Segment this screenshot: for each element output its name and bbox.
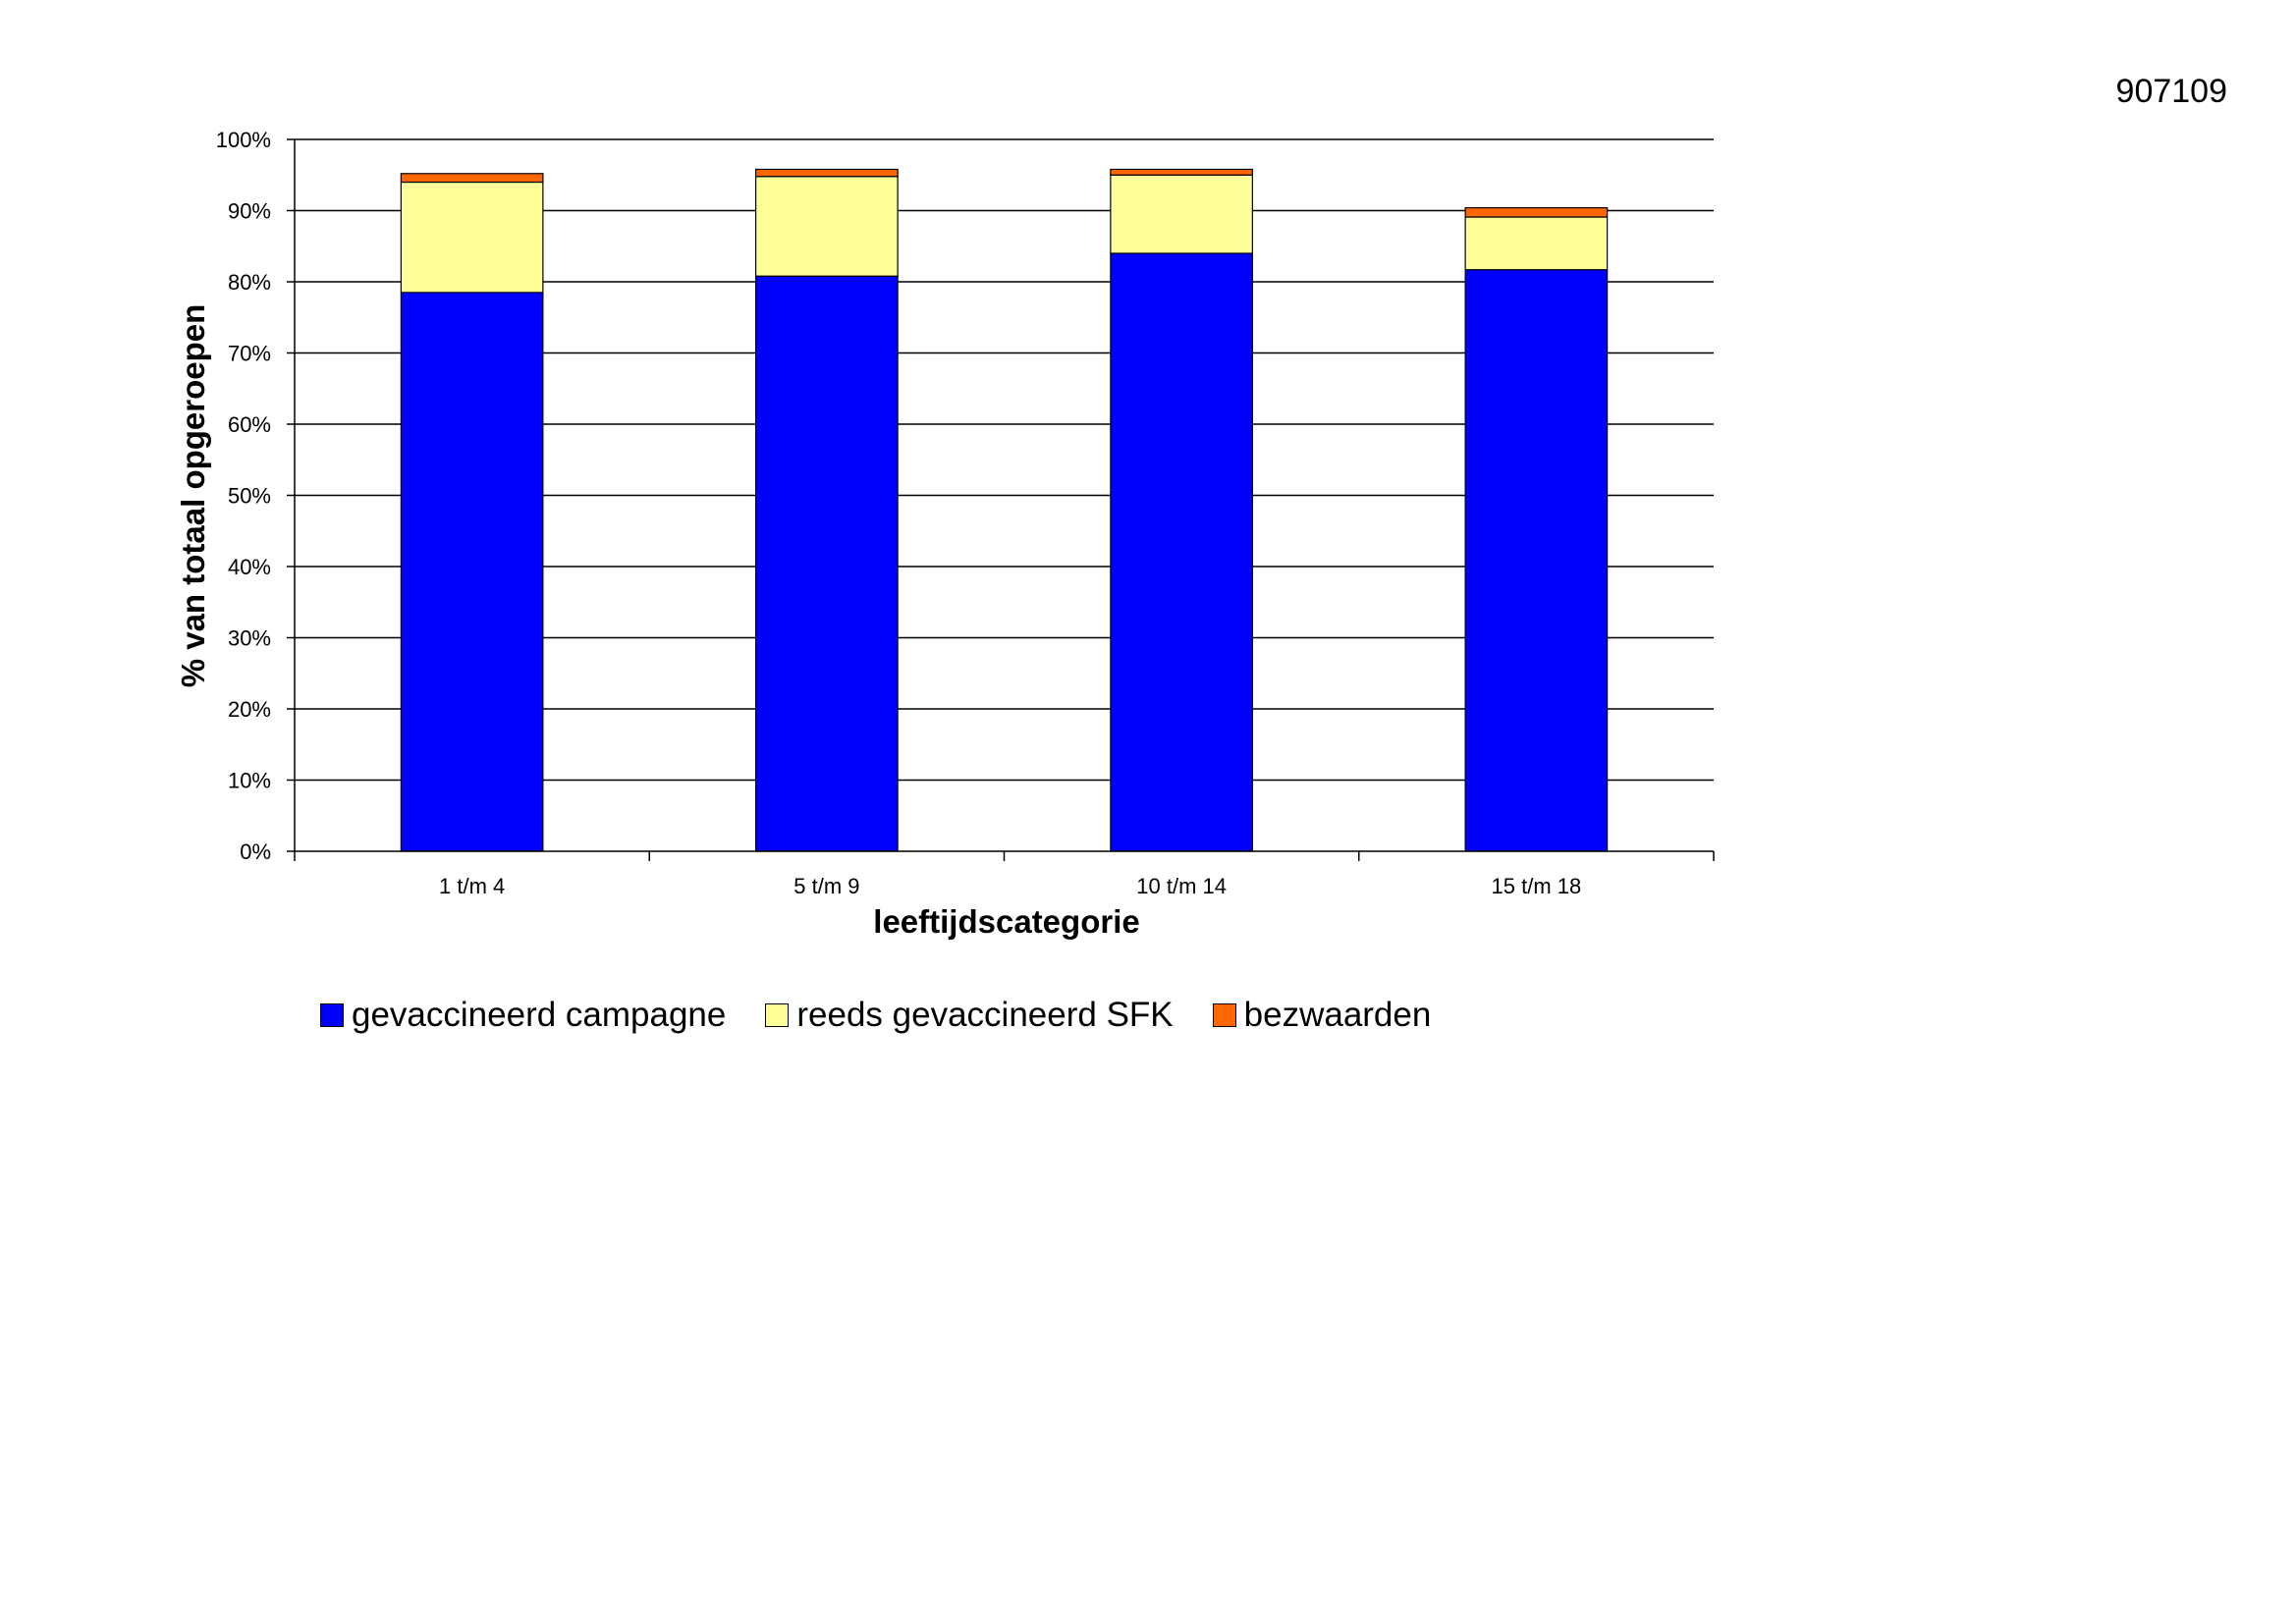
x-category-label: 15 t/m 18 — [1492, 874, 1582, 898]
bar-segment-gevaccineerd-campagne — [1110, 252, 1253, 852]
bar-segment-bezwaarden — [755, 168, 899, 178]
axes — [287, 138, 1715, 861]
y-tick-label: 30% — [228, 626, 271, 651]
y-tick-label: 90% — [228, 199, 271, 224]
legend-label: bezwaarden — [1243, 996, 1432, 1034]
x-category-label: 10 t/m 14 — [1136, 874, 1227, 898]
bar-segment-bezwaarden — [1110, 168, 1253, 176]
legend-item: reeds gevaccineerd SFK — [765, 996, 1174, 1035]
document-id: 907109 — [2115, 73, 2227, 110]
x-category-label: 1 t/m 4 — [439, 874, 505, 898]
legend-label: reeds gevaccineerd SFK — [796, 996, 1174, 1034]
bar-segment-gevaccineerd-campagne — [400, 292, 544, 852]
y-tick-label: 50% — [228, 484, 271, 509]
legend-item: bezwaarden — [1212, 996, 1432, 1035]
legend-swatch — [1212, 1003, 1236, 1027]
x-category-labels: 1 t/m 4 5 t/m 9 10 t/m 14 15 t/m 18 — [439, 874, 1581, 898]
legend-swatch — [320, 1003, 344, 1027]
y-tick-labels: 0% 10% 20% 30% 40% 50% 60% 70% 80% 90% 100% — [216, 128, 271, 864]
y-tick-label: 10% — [228, 769, 271, 793]
bar-segment-reeds-gevaccineerd-SFK — [1110, 174, 1253, 254]
legend-item: gevaccineerd campagne — [320, 996, 726, 1035]
x-axis-title: leeftijdscategorie — [873, 903, 1139, 940]
y-tick-label: 20% — [228, 697, 271, 722]
y-tick-label: 40% — [228, 555, 271, 579]
legend: gevaccineerd campagne reeds gevaccineerd … — [320, 996, 1470, 1035]
y-tick-label: 100% — [216, 128, 271, 152]
legend-swatch — [765, 1003, 790, 1027]
y-tick-label: 80% — [228, 270, 271, 295]
y-tick-label: 60% — [228, 412, 271, 437]
bar-segment-bezwaarden — [400, 173, 544, 184]
bar-segment-gevaccineerd-campagne — [1464, 269, 1609, 852]
bar-segment-reeds-gevaccineerd-SFK — [400, 181, 544, 294]
bar-segment-reeds-gevaccineerd-SFK — [1464, 216, 1609, 271]
y-axis-title: % van totaal opgeroepen — [175, 304, 211, 688]
y-tick-label: 0% — [240, 839, 271, 864]
x-category-label: 5 t/m 9 — [793, 874, 859, 898]
bar-segment-gevaccineerd-campagne — [755, 275, 899, 852]
legend-label: gevaccineerd campagne — [352, 996, 727, 1034]
y-tick-label: 70% — [228, 342, 271, 366]
bar-segment-reeds-gevaccineerd-SFK — [755, 176, 899, 277]
bars — [400, 168, 1609, 852]
bar-segment-bezwaarden — [1464, 207, 1609, 218]
